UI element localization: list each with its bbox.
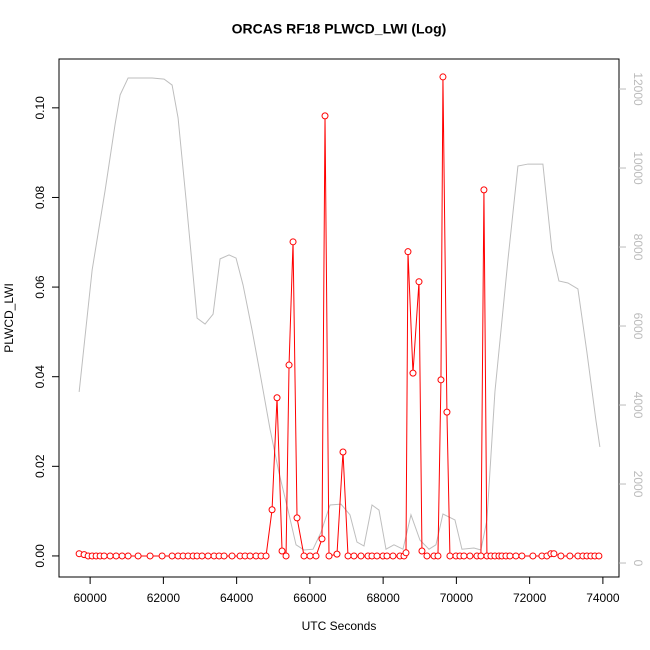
x-tick-label: 62000 — [147, 591, 181, 605]
point — [389, 552, 397, 560]
point — [404, 248, 412, 256]
point — [228, 552, 236, 560]
point — [506, 552, 514, 560]
point — [300, 552, 308, 560]
point — [293, 514, 301, 522]
point — [100, 552, 108, 560]
point — [518, 552, 526, 560]
x-tick-label: 64000 — [220, 591, 254, 605]
point — [480, 186, 488, 194]
point — [118, 552, 126, 560]
point — [418, 547, 426, 555]
y2-tick-label: 0 — [631, 560, 645, 567]
point — [134, 552, 142, 560]
x-axis-label: UTC Seconds — [302, 619, 377, 633]
point — [198, 552, 206, 560]
point — [333, 550, 341, 558]
x-tick-label: 70000 — [440, 591, 474, 605]
point — [402, 549, 410, 557]
point — [339, 448, 347, 456]
point — [112, 552, 120, 560]
point — [415, 278, 423, 286]
point — [512, 552, 520, 560]
point — [168, 552, 176, 560]
y2-tick-label: 12000 — [631, 72, 645, 106]
point — [220, 552, 228, 560]
point — [557, 552, 565, 560]
y2-tick-label: 2000 — [631, 471, 645, 498]
point — [246, 552, 254, 560]
y2-tick-label: 8000 — [631, 234, 645, 261]
y2-tick-label: 4000 — [631, 392, 645, 419]
point — [318, 535, 326, 543]
y-axis-label: PLWCD_LWI — [2, 283, 16, 353]
point — [439, 73, 447, 81]
point — [460, 552, 468, 560]
point — [437, 376, 445, 384]
point — [278, 547, 286, 555]
point — [409, 369, 417, 377]
point — [321, 112, 329, 120]
point — [344, 552, 352, 560]
y-tick-label: 0.08 — [33, 185, 47, 209]
point — [350, 552, 358, 560]
y2-tick-label: 6000 — [631, 313, 645, 340]
point — [423, 552, 431, 560]
point — [106, 552, 114, 560]
point — [443, 408, 451, 416]
point — [124, 552, 132, 560]
point — [373, 552, 381, 560]
y-tick-label: 0.00 — [33, 544, 47, 568]
y2-tick-label: 10000 — [631, 151, 645, 185]
point — [306, 552, 314, 560]
series-line — [79, 76, 599, 558]
point — [146, 552, 154, 560]
x-tick-label: 68000 — [366, 591, 400, 605]
x-tick-label: 72000 — [513, 591, 547, 605]
point — [446, 552, 454, 560]
x-tick-label: 60000 — [73, 591, 107, 605]
point — [268, 506, 276, 514]
point — [357, 552, 365, 560]
y-tick-label: 0.06 — [33, 275, 47, 299]
x-tick-label: 74000 — [586, 591, 620, 605]
plot-frame — [58, 58, 620, 578]
point — [383, 552, 391, 560]
point — [595, 552, 603, 560]
point — [158, 552, 166, 560]
point — [312, 552, 320, 560]
series-line — [78, 77, 601, 551]
point — [325, 552, 333, 560]
point — [466, 552, 474, 560]
y-tick-label: 0.02 — [33, 454, 47, 478]
point — [273, 394, 281, 402]
point — [434, 552, 442, 560]
x-tick-label: 66000 — [293, 591, 327, 605]
point — [477, 552, 485, 560]
point — [566, 552, 574, 560]
point — [285, 361, 293, 369]
point — [204, 552, 212, 560]
chart-title: ORCAS RF18 PLWCD_LWI (Log) — [232, 21, 447, 37]
point — [529, 552, 537, 560]
y-tick-label: 0.10 — [33, 96, 47, 120]
point — [262, 552, 270, 560]
y-tick-label: 0.04 — [33, 365, 47, 389]
point — [282, 552, 290, 560]
point — [550, 550, 558, 558]
point — [289, 238, 297, 246]
